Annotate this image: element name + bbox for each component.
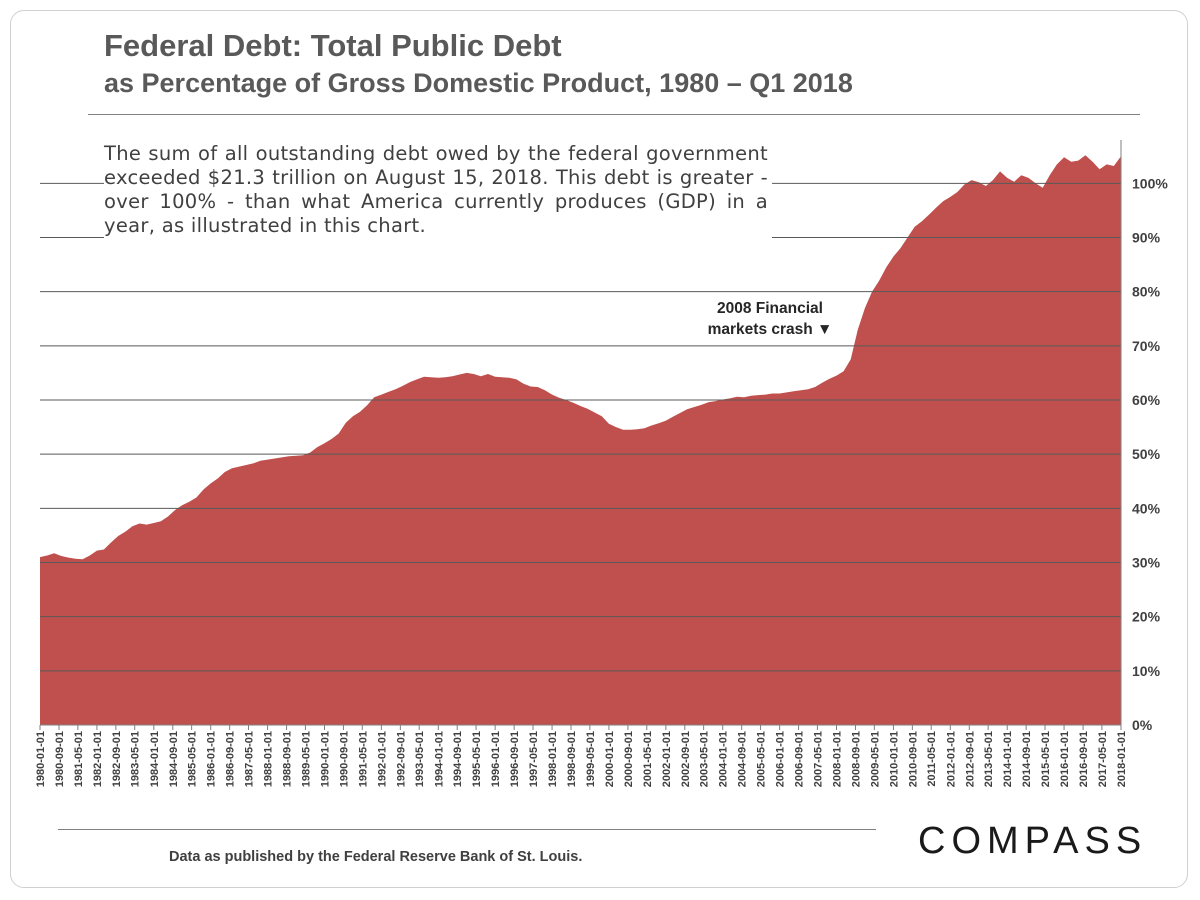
x-tick-label: 2001-05-01 bbox=[642, 731, 654, 787]
x-tick-label: 2000-09-01 bbox=[623, 731, 635, 787]
x-tick-label: 2008-09-01 bbox=[851, 731, 863, 787]
y-tick-label: 80% bbox=[1132, 284, 1161, 300]
x-tick-label: 2013-05-01 bbox=[983, 731, 995, 787]
x-tick-label: 1992-09-01 bbox=[395, 731, 407, 787]
y-tick-label: 50% bbox=[1132, 446, 1161, 462]
y-tick-label: 90% bbox=[1132, 230, 1161, 246]
crash-annotation: 2008 Financial markets crash ▼ bbox=[690, 298, 850, 340]
x-tick-label: 1996-09-01 bbox=[509, 731, 521, 787]
x-tick-label: 2012-01-01 bbox=[945, 731, 957, 787]
x-tick-label: 1984-01-01 bbox=[149, 731, 161, 787]
crash-annotation-line1: 2008 Financial bbox=[717, 300, 823, 317]
y-tick-label: 100% bbox=[1132, 175, 1168, 191]
x-tick-label: 2002-01-01 bbox=[661, 731, 673, 787]
x-tick-label: 2012-09-01 bbox=[964, 731, 976, 787]
x-tick-label: 1988-09-01 bbox=[282, 731, 294, 787]
x-tick-label: 1986-01-01 bbox=[206, 731, 218, 787]
x-tick-label: 1984-09-01 bbox=[168, 731, 180, 787]
x-tick-label: 2006-09-01 bbox=[794, 731, 806, 787]
x-tick-label: 2018-01-01 bbox=[1116, 731, 1128, 787]
x-tick-label: 1988-01-01 bbox=[263, 731, 275, 787]
x-tick-label: 1998-01-01 bbox=[547, 731, 559, 787]
x-tick-label: 1994-01-01 bbox=[433, 731, 445, 787]
y-tick-label: 10% bbox=[1132, 663, 1161, 679]
x-tick-label: 2006-01-01 bbox=[775, 731, 787, 787]
x-tick-label: 1997-05-01 bbox=[528, 731, 540, 787]
x-tick-label: 2004-09-01 bbox=[737, 731, 749, 787]
x-tick-label: 2000-01-01 bbox=[604, 731, 616, 787]
x-tick-label: 1987-05-01 bbox=[244, 731, 256, 787]
x-tick-label: 1991-05-01 bbox=[357, 731, 369, 787]
y-tick-label: 0% bbox=[1132, 717, 1153, 733]
debt-area bbox=[40, 155, 1121, 725]
x-tick-label: 1994-09-01 bbox=[452, 731, 464, 787]
chart-title: Federal Debt: Total Public Debt bbox=[104, 28, 562, 63]
chart-subtitle: as Percentage of Gross Domestic Product,… bbox=[104, 68, 853, 98]
x-tick-label: 2003-05-01 bbox=[699, 731, 711, 787]
x-tick-label: 2011-05-01 bbox=[926, 731, 938, 787]
source-note: Data as published by the Federal Reserve… bbox=[169, 849, 583, 865]
compass-logo: COMPASS bbox=[918, 820, 1148, 862]
y-tick-label: 30% bbox=[1132, 555, 1161, 571]
y-tick-label: 70% bbox=[1132, 338, 1161, 354]
x-tick-label: 1992-01-01 bbox=[376, 731, 388, 787]
x-tick-label: 1982-09-01 bbox=[111, 731, 123, 787]
x-tick-label: 2015-05-01 bbox=[1040, 731, 1052, 787]
x-tick-label: 1982-01-01 bbox=[92, 731, 104, 787]
x-tick-label: 2009-05-01 bbox=[869, 731, 881, 787]
y-tick-label: 40% bbox=[1132, 500, 1161, 516]
x-tick-label: 1981-05-01 bbox=[73, 731, 85, 787]
x-tick-label: 1995-05-01 bbox=[471, 731, 483, 787]
x-tick-label: 2016-01-01 bbox=[1059, 731, 1071, 787]
x-tick-label: 2017-05-01 bbox=[1097, 731, 1109, 787]
x-tick-label: 2008-01-01 bbox=[832, 731, 844, 787]
x-tick-label: 1998-09-01 bbox=[566, 731, 578, 787]
x-tick-label: 1980-01-01 bbox=[35, 731, 47, 787]
x-tick-label: 1985-05-01 bbox=[187, 731, 199, 787]
x-tick-label: 2005-05-01 bbox=[756, 731, 768, 787]
x-tick-label: 1996-01-01 bbox=[490, 731, 502, 787]
x-tick-label: 1989-05-01 bbox=[300, 731, 312, 787]
x-tick-label: 2014-09-01 bbox=[1021, 731, 1033, 787]
x-tick-label: 1983-05-01 bbox=[130, 731, 142, 787]
x-tick-label: 1986-09-01 bbox=[225, 731, 237, 787]
x-tick-label: 2007-05-01 bbox=[812, 731, 824, 787]
x-tick-label: 1990-01-01 bbox=[320, 731, 332, 787]
x-tick-label: 2010-09-01 bbox=[907, 731, 919, 787]
x-tick-label: 2016-09-01 bbox=[1078, 731, 1090, 787]
x-tick-label: 1980-09-01 bbox=[54, 731, 66, 787]
y-tick-label: 60% bbox=[1132, 392, 1161, 408]
crash-annotation-line2: markets crash ▼ bbox=[707, 321, 833, 338]
x-tick-label: 2004-01-01 bbox=[718, 731, 730, 787]
title-divider bbox=[88, 114, 1140, 115]
x-tick-label: 2002-09-01 bbox=[680, 731, 692, 787]
x-tick-label: 1990-09-01 bbox=[338, 731, 350, 787]
x-tick-label: 1993-05-01 bbox=[414, 731, 426, 787]
x-tick-label: 2014-01-01 bbox=[1002, 731, 1014, 787]
intro-paragraph: The sum of all outstanding debt owed by … bbox=[104, 140, 772, 240]
y-tick-label: 20% bbox=[1132, 609, 1161, 625]
x-tick-label: 2010-01-01 bbox=[888, 731, 900, 787]
footer-divider bbox=[58, 829, 876, 830]
x-tick-label: 1999-05-01 bbox=[585, 731, 597, 787]
